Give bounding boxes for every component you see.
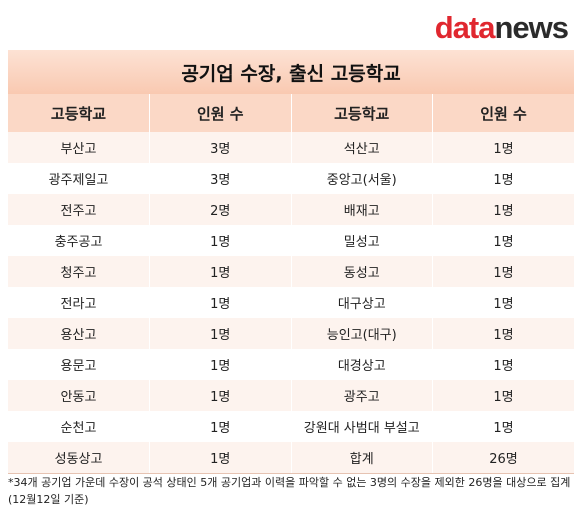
table-row: 안동고 1명 광주고 1명 (8, 380, 574, 411)
table-row: 전주고 2명 배재고 1명 (8, 194, 574, 225)
school-cell: 대구상고 (290, 287, 433, 318)
school-cell: 청주고 (8, 256, 150, 287)
school-cell: 동성고 (290, 256, 433, 287)
table-row: 용문고 1명 대경상고 1명 (8, 349, 574, 380)
school-table: 고등학교 인원 수 고등학교 인원 수 부산고 3명 석산고 1명 광주제일고 … (8, 94, 574, 474)
school-cell: 성동상고 (8, 442, 150, 474)
count-cell: 3명 (149, 163, 291, 194)
count-cell: 2명 (149, 194, 291, 225)
table-row: 청주고 1명 동성고 1명 (8, 256, 574, 287)
count-cell: 1명 (432, 411, 574, 442)
count-cell: 1명 (149, 442, 291, 474)
count-cell: 1명 (432, 256, 574, 287)
count-cell: 1명 (432, 287, 574, 318)
table-row: 충주공고 1명 밀성고 1명 (8, 225, 574, 256)
school-cell: 배재고 (290, 194, 433, 225)
header-count-left: 인원 수 (149, 94, 291, 132)
count-cell: 1명 (432, 380, 574, 411)
table-row-total: 성동상고 1명 합계 26명 (8, 442, 574, 474)
count-cell: 1명 (432, 163, 574, 194)
table-title: 공기업 수장, 출신 고등학교 (8, 50, 574, 94)
header-school-left: 고등학교 (8, 94, 150, 132)
table-row: 순천고 1명 강원대 사범대 부설고 1명 (8, 411, 574, 442)
count-cell: 1명 (149, 318, 291, 349)
school-cell: 광주고 (290, 380, 433, 411)
school-cell: 용산고 (8, 318, 150, 349)
school-cell: 순천고 (8, 411, 150, 442)
total-count-cell: 26명 (432, 442, 574, 474)
count-cell: 1명 (149, 349, 291, 380)
count-cell: 1명 (149, 380, 291, 411)
header-count-right: 인원 수 (432, 94, 574, 132)
school-cell: 부산고 (8, 132, 150, 163)
school-cell: 용문고 (8, 349, 150, 380)
total-label-cell: 합계 (290, 442, 433, 474)
school-cell: 석산고 (290, 132, 433, 163)
count-cell: 1명 (432, 225, 574, 256)
table-row: 부산고 3명 석산고 1명 (8, 132, 574, 163)
count-cell: 1명 (149, 411, 291, 442)
school-cell: 대경상고 (290, 349, 433, 380)
count-cell: 1명 (432, 349, 574, 380)
count-cell: 1명 (149, 225, 291, 256)
school-cell: 전주고 (8, 194, 150, 225)
school-cell: 전라고 (8, 287, 150, 318)
footnote: *34개 공기업 가운데 수장이 공석 상태인 5개 공기업과 이력을 파악할 … (8, 476, 571, 506)
count-cell: 1명 (432, 194, 574, 225)
count-cell: 1명 (149, 287, 291, 318)
table-row: 전라고 1명 대구상고 1명 (8, 287, 574, 318)
logo-part-data: data (434, 10, 496, 45)
count-cell: 1명 (149, 256, 291, 287)
table-row: 용산고 1명 능인고(대구) 1명 (8, 318, 574, 349)
datanews-logo: data news (434, 10, 569, 45)
logo-part-news: news (494, 10, 569, 45)
school-cell: 밀성고 (290, 225, 433, 256)
header-row: 고등학교 인원 수 고등학교 인원 수 (8, 94, 574, 132)
table-row: 광주제일고 3명 중앙고(서울) 1명 (8, 163, 574, 194)
count-cell: 3명 (149, 132, 291, 163)
header-school-right: 고등학교 (290, 94, 433, 132)
school-cell: 광주제일고 (8, 163, 150, 194)
school-cell: 중앙고(서울) (290, 163, 433, 194)
school-cell: 강원대 사범대 부설고 (290, 411, 433, 442)
school-cell: 안동고 (8, 380, 150, 411)
school-cell: 충주공고 (8, 225, 150, 256)
count-cell: 1명 (432, 132, 574, 163)
count-cell: 1명 (432, 318, 574, 349)
school-cell: 능인고(대구) (290, 318, 433, 349)
